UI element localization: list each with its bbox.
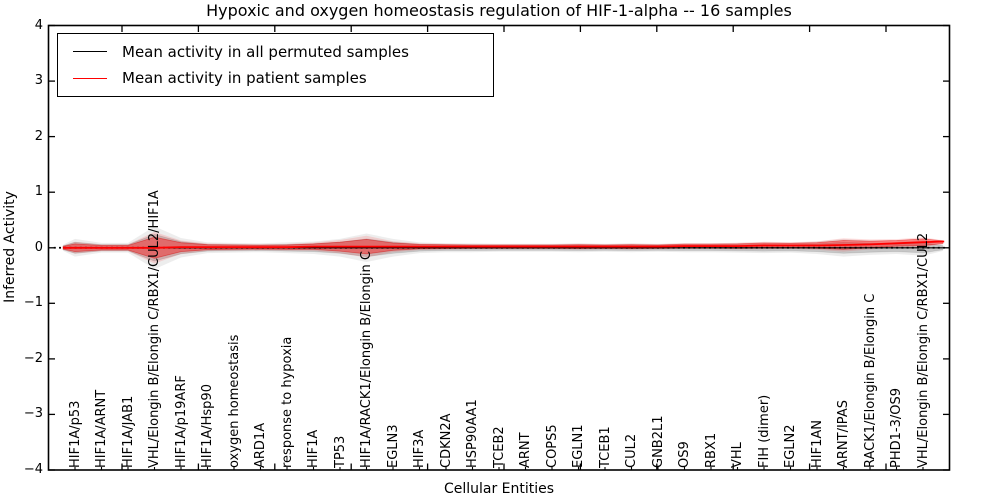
x-tick-label: EGLN1 (571, 423, 586, 468)
y-tick-label: 2 (34, 128, 43, 144)
x-tick-label: EGLN2 (783, 423, 798, 468)
x-tick-label: RACK1/Elongin B/Elongin C (862, 293, 878, 468)
x-tick-label: FIH (dimer) (756, 394, 772, 468)
x-tick-label: HIF1A (306, 429, 321, 468)
legend: Mean activity in all permuted samples Me… (57, 33, 494, 97)
x-tick-label: ARNT/IPAS (836, 399, 851, 468)
x-tick-label: GNB2L1 (650, 414, 666, 468)
x-tick-label: CDKN2A (438, 412, 454, 468)
x-tick-label: ARD1A (253, 422, 268, 468)
x-tick-label: PHD1-3/OS9 (889, 387, 904, 468)
legend-permuted-line-swatch (73, 51, 107, 53)
y-tick-label: −1 (23, 295, 43, 311)
x-tick-label: HIF1A/JAB1 (120, 395, 136, 468)
x-tick-label: CUL2 (624, 433, 639, 468)
legend-patient-line-swatch (73, 77, 107, 79)
x-tick-label: VHL (730, 441, 745, 468)
y-tick-label: −4 (23, 462, 43, 478)
x-tick-label: EGLN3 (385, 423, 401, 468)
legend-patient-label: Mean activity in patient samples (122, 69, 367, 88)
legend-permuted-label: Mean activity in all permuted samples (122, 42, 409, 61)
x-tick-label: HIF1A/Hsp90 (200, 383, 215, 468)
x-tick-label: COPS5 (544, 423, 560, 468)
x-tick-label: TCEB1 (597, 425, 613, 468)
x-tick-label: HIF3A (412, 429, 427, 468)
y-tick-label: −3 (23, 406, 43, 422)
y-tick-label: 4 (34, 17, 43, 33)
x-tick-label: VHL/Elongin B/Elongin C/RBX1/CUL2/HIF1A (147, 189, 162, 468)
chart-title: Hypoxic and oxygen homeostasis regulatio… (206, 1, 792, 20)
x-tick-label: HIF1A/p19ARF (173, 374, 189, 468)
x-tick-label: TCEB2 (491, 425, 507, 468)
x-tick-label: response to hypoxia (279, 336, 295, 468)
y-tick-label: 1 (34, 184, 43, 200)
x-axis-label: Cellular Entities (443, 481, 555, 497)
x-tick-label: ARNT (518, 431, 533, 468)
y-tick-label: 3 (34, 73, 43, 89)
patient-mean-line (63, 240, 945, 249)
x-tick-label: HIF1A/ARNT (94, 389, 109, 468)
x-tick-label: VHL/Elongin B/Elongin C/RBX1/CUL2 (915, 232, 931, 468)
x-tick-label: TP53 (332, 435, 348, 468)
x-tick-label: oxygen homeostasis (226, 334, 242, 468)
x-tick-label: HIF1A/p53 (67, 400, 83, 468)
legend-entry-patient: Mean activity in patient samples (58, 69, 493, 87)
x-tick-label: HIF1A/RACK1/Elongin B/Elongin C (359, 250, 374, 468)
y-tick-label: 0 (34, 239, 43, 255)
x-tick-label: RBX1 (703, 432, 719, 468)
x-tick-label: HSP90AA1 (465, 398, 480, 468)
legend-entry-permuted: Mean activity in all permuted samples (58, 43, 493, 61)
x-tick-label: HIF1AN (809, 419, 825, 468)
y-tick-label: −2 (23, 351, 43, 367)
x-tick-label: OS9 (677, 440, 692, 468)
